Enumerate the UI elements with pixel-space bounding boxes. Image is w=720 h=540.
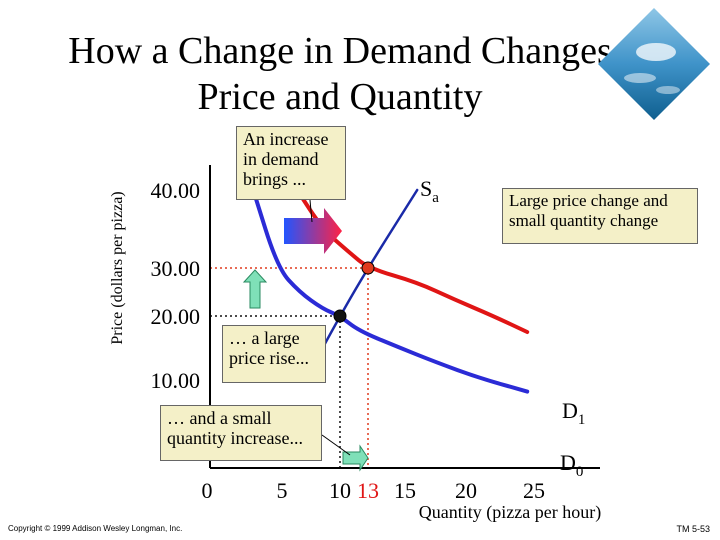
callout-pointer	[309, 199, 313, 223]
x-tick-label: 0	[202, 478, 213, 503]
slide-number: TM 5-53	[676, 524, 710, 534]
y-tick-label: 10.00	[151, 368, 201, 393]
ocean-photo-decoration	[598, 8, 710, 120]
x-tick-label: 20	[455, 478, 477, 503]
y-tick-label: 30.00	[151, 256, 201, 281]
x-tick-label: 25	[523, 478, 545, 503]
equilibrium-point-new	[361, 261, 375, 275]
x-axis-label: Quantity (pizza per hour)	[419, 502, 601, 523]
page-title: How a Change in Demand Changes Price and…	[68, 30, 612, 118]
x-tick-label: 13	[357, 478, 379, 503]
callout-demand-increase: An increase in demand brings ...	[236, 126, 346, 200]
equilibrium-point-initial	[333, 309, 347, 323]
callout-quantity-increase: … and a small quantity increase...	[160, 405, 322, 461]
callout-result: Large price change and small quantity ch…	[502, 188, 698, 244]
x-tick-label: 10	[329, 478, 351, 503]
curve-label-sa: Sa	[420, 176, 439, 206]
y-tick-label: 20.00	[151, 304, 201, 329]
callout-pointer	[321, 434, 351, 456]
price-up-arrow-icon	[242, 269, 268, 309]
x-tick-label: 5	[277, 478, 288, 503]
y-tick-label: 40.00	[151, 178, 201, 203]
curve-label-d1: D1	[562, 398, 585, 428]
copyright-text: Copyright © 1999 Addison Wesley Longman,…	[8, 524, 183, 533]
quantity-right-arrow-icon	[342, 444, 369, 472]
callout-price-rise: … a large price rise...	[222, 325, 326, 383]
x-tick-label: 15	[394, 478, 416, 503]
shift-arrow-icon	[284, 208, 342, 254]
y-axis-label: Price (dollars per pizza)	[109, 191, 126, 344]
curve-label-d0: D0	[560, 450, 583, 480]
